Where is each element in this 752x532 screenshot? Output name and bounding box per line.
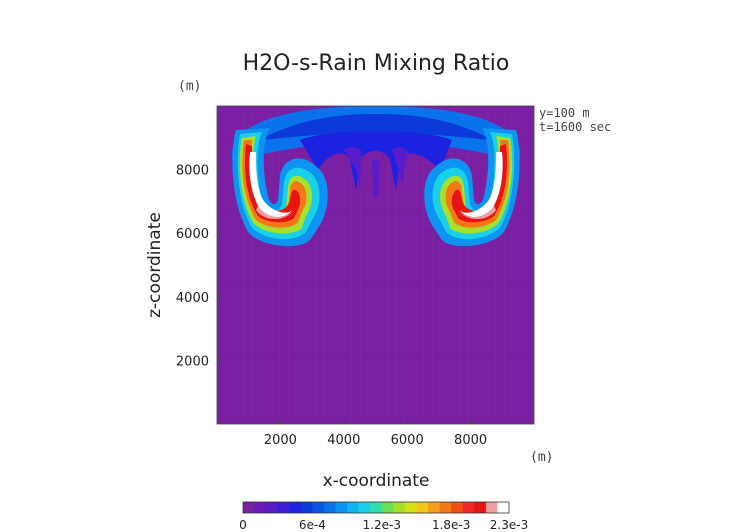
x-tick-label: 6000 <box>391 433 424 448</box>
colorbar-swatch <box>462 502 475 513</box>
y-tick-label: 6000 <box>176 227 209 242</box>
x-axis-label: x-coordinate <box>323 471 430 491</box>
colorbar-swatch <box>451 502 464 513</box>
colorbar-swatch <box>358 502 371 513</box>
left-hook-core <box>249 152 292 218</box>
center-drips <box>344 147 408 198</box>
plot-area <box>216 105 535 425</box>
annotation-t: t=1600 sec <box>539 120 611 134</box>
center-core <box>300 131 452 190</box>
y-axis-ticks: 2000 4000 6000 8000 <box>176 164 222 369</box>
colorbar <box>242 501 510 514</box>
cap-inner <box>260 114 492 140</box>
colorbar-swatch <box>381 502 394 513</box>
y-tick-label: 8000 <box>176 164 209 179</box>
right-pink-edge <box>458 206 496 219</box>
colorbar-swatch <box>312 502 325 513</box>
colorbar-swatch <box>266 502 279 513</box>
left-hook-red <box>245 144 301 223</box>
x-unit-label: (m) <box>530 450 553 465</box>
chart-title: H2O-s-Rain Mixing Ratio <box>243 51 510 76</box>
colorbar-swatch <box>347 502 360 513</box>
colorbar-swatch <box>474 502 487 513</box>
x-tick-label: 4000 <box>327 433 360 448</box>
left-pink-edge <box>256 206 294 219</box>
colorbar-frame <box>242 501 510 514</box>
plot-frame <box>216 105 535 425</box>
colorbar-ticks: 0 6e-4 1.2e-3 1.8e-3 2.3e-3 <box>239 518 528 532</box>
colorbar-tick-label: 6e-4 <box>299 518 326 532</box>
colorbar-swatch <box>335 502 348 513</box>
colorbar-swatch <box>277 502 290 513</box>
colorbar-swatch <box>254 502 267 513</box>
colorbar-swatch <box>393 502 406 513</box>
y-unit-label: (m) <box>178 79 201 94</box>
right-hook-red <box>451 144 507 223</box>
colorbar-swatch <box>404 502 417 513</box>
colorbar-swatch <box>300 502 313 513</box>
colorbar-swatch <box>370 502 383 513</box>
y-axis-label: z-coordinate <box>145 212 165 318</box>
y-tick-label: 4000 <box>176 291 209 306</box>
annotation-y: y=100 m <box>539 106 590 120</box>
colorbar-swatch <box>485 502 498 513</box>
colorbar-swatch <box>497 502 510 513</box>
colorbar-swatch <box>416 502 429 513</box>
rain-field <box>232 106 520 247</box>
x-tick-label: 2000 <box>264 433 297 448</box>
colorbar-swatch <box>323 502 337 513</box>
colorbar-tick-label: 0 <box>239 518 247 532</box>
colorbar-swatch <box>243 502 256 513</box>
y-tick-label: 2000 <box>176 354 209 369</box>
x-tick-label: 8000 <box>454 433 487 448</box>
right-hook-core <box>460 152 503 218</box>
colorbar-swatch <box>439 502 452 513</box>
x-axis-ticks: 2000 4000 6000 8000 <box>264 419 487 448</box>
colorbar-tick-label: 2.3e-3 <box>490 518 528 532</box>
colorbar-tick-label: 1.2e-3 <box>363 518 401 532</box>
colorbar-swatch <box>289 502 302 513</box>
colorbar-swatch <box>428 502 441 513</box>
plot-grid <box>217 106 534 424</box>
colorbar-tick-label: 1.8e-3 <box>432 518 470 532</box>
